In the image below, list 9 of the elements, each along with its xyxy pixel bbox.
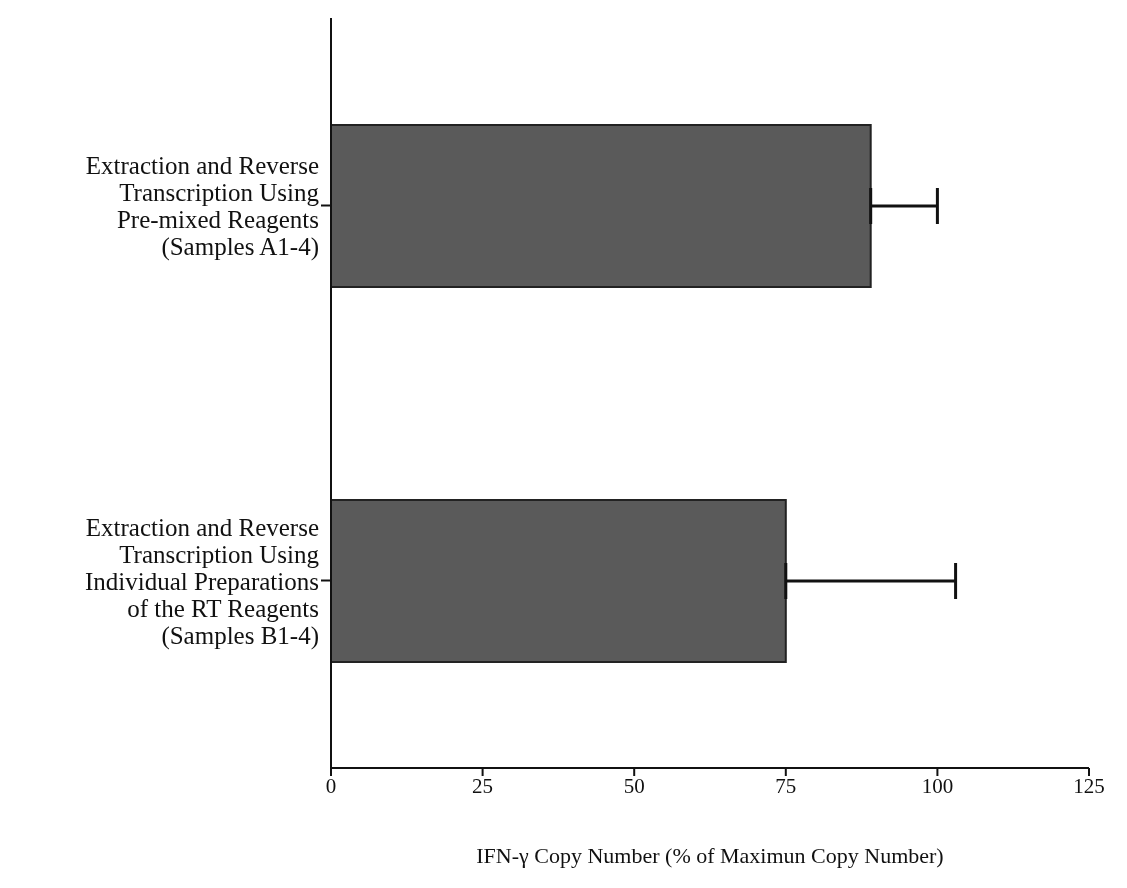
x-tick-label: 0	[325, 773, 337, 798]
x-tick-label: 75	[775, 773, 797, 798]
y-tick-label: Extraction and Reverse Transcription Using Individual Preparations of the RT Reagents (Samples B1-4)	[85, 513, 320, 649]
x-axis-title: IFN-γ Copy Number (% of Maximun Copy Number)	[476, 843, 944, 868]
x-tick-label: 125	[1073, 773, 1105, 798]
x-tick-label: 25	[472, 773, 494, 798]
y-tick-label: Extraction and Reverse Transcription Using Pre-mixed Reagents (Samples A1-4)	[85, 151, 320, 261]
x-tick-label: 100	[921, 773, 954, 798]
x-tick-label: 50	[623, 773, 645, 798]
